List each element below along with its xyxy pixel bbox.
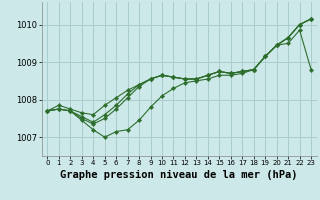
X-axis label: Graphe pression niveau de la mer (hPa): Graphe pression niveau de la mer (hPa) bbox=[60, 170, 298, 180]
